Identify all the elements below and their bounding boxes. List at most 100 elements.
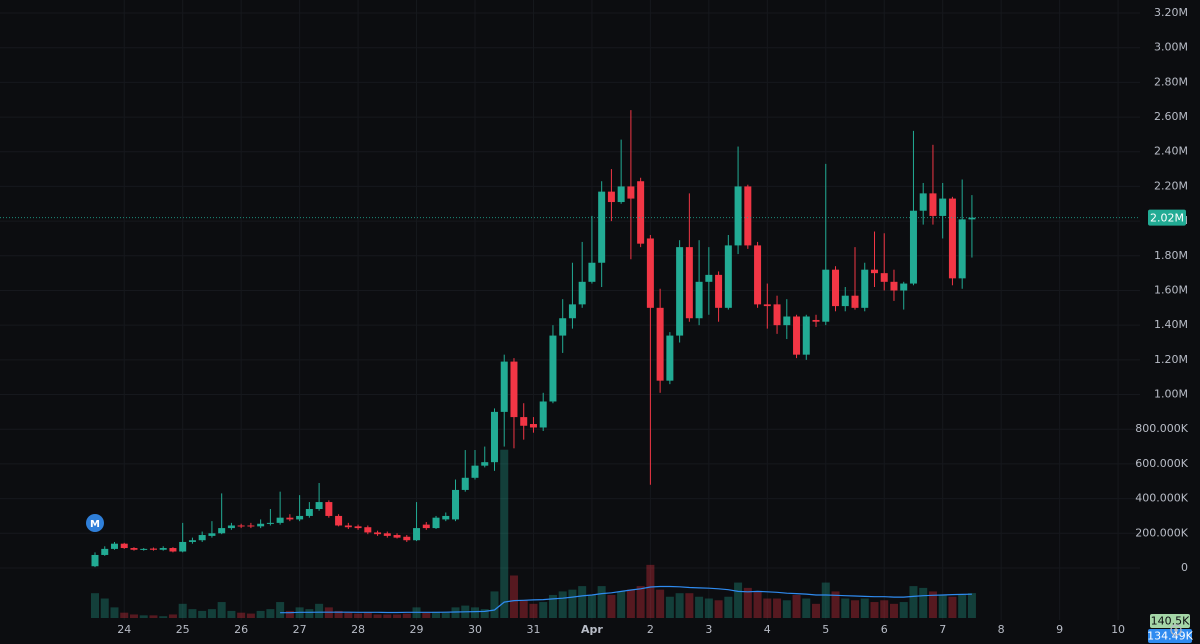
volume-bar	[227, 610, 236, 618]
volume-bar	[587, 594, 596, 618]
volume-bar	[120, 612, 129, 618]
volume-bar	[393, 614, 402, 618]
x-tick-label: 28	[351, 623, 365, 636]
candle-body	[247, 525, 255, 527]
candle-body	[734, 186, 742, 246]
volume-bar	[373, 614, 382, 618]
y-tick-label: 1.60M	[1154, 283, 1188, 296]
candle-body	[929, 193, 937, 216]
volume-bar	[656, 589, 665, 618]
candle-body	[101, 548, 109, 555]
volume-bar	[207, 609, 216, 618]
candle-body	[851, 295, 859, 308]
candle-body	[149, 548, 157, 550]
x-tick-label: 26	[234, 623, 248, 636]
candle-body	[403, 536, 411, 541]
volume-bar	[334, 610, 343, 618]
volume-bar	[928, 591, 937, 618]
candle-body	[422, 524, 430, 529]
candle-body	[490, 411, 498, 463]
volume-bar	[139, 615, 148, 618]
candle-body	[305, 509, 313, 516]
volume-bar	[578, 586, 587, 618]
volume-bar	[480, 609, 489, 618]
candle-body	[130, 548, 138, 550]
volume-bar	[889, 603, 898, 618]
y-tick-label: 3.00M	[1154, 41, 1188, 54]
x-tick-label: 4	[764, 623, 771, 636]
candle-body	[822, 269, 830, 322]
volume-bar	[899, 602, 908, 618]
candle-body	[812, 319, 820, 322]
volume-bar	[91, 593, 99, 618]
volume-bar	[354, 613, 363, 618]
volume-tag-label: 140.5K	[1151, 615, 1190, 628]
x-tick-label: 31	[526, 623, 540, 636]
volume-bar	[675, 593, 684, 618]
x-tick-label: 6	[881, 623, 888, 636]
candle-body	[286, 517, 294, 520]
candle-body	[315, 502, 323, 510]
candle-body	[471, 465, 479, 478]
candle-body	[296, 515, 304, 520]
volume-bar	[217, 602, 226, 618]
settings-icon[interactable]	[1170, 624, 1182, 636]
candle-body	[198, 535, 206, 541]
x-tick-label: 10	[1111, 623, 1125, 636]
volume-bar	[246, 613, 255, 618]
candle-body	[773, 304, 781, 326]
volume-bar	[626, 589, 635, 618]
volume-bar	[402, 613, 411, 618]
y-tick-label: 600.000K	[1135, 457, 1188, 470]
volume-ma-line	[280, 585, 972, 614]
volume-bar	[305, 609, 314, 618]
candle-body	[452, 489, 460, 520]
candle-body	[598, 191, 606, 263]
candle-body	[500, 361, 508, 412]
volume-bar	[539, 602, 548, 618]
y-tick-label: 1.40M	[1154, 318, 1188, 331]
candle-body	[607, 191, 615, 203]
volume-bar	[773, 598, 782, 618]
volume-bar	[315, 603, 324, 618]
candle-body	[695, 281, 703, 319]
candle-body	[188, 540, 196, 542]
volume-bar	[685, 593, 694, 618]
x-tick-label: 24	[117, 623, 131, 636]
x-tick-label: 27	[293, 623, 307, 636]
candle-body	[218, 528, 226, 534]
candle-body	[529, 424, 537, 428]
candle-body	[335, 515, 343, 526]
candle-body	[559, 318, 567, 336]
y-tick-label: 800.000K	[1135, 422, 1188, 435]
x-tick-label: 25	[176, 623, 190, 636]
candle-body	[793, 316, 801, 355]
candle-body	[539, 401, 547, 428]
volume-bar	[490, 591, 499, 618]
candle-body	[939, 198, 947, 216]
candle-body	[754, 245, 762, 305]
x-tick-label: 2	[647, 623, 654, 636]
volume-bar	[646, 564, 655, 618]
volume-bar	[344, 612, 353, 618]
candle-body	[461, 477, 469, 490]
volume-bar	[178, 603, 187, 618]
volume-bar	[558, 591, 567, 618]
volume-bar	[714, 600, 723, 618]
candle-body	[208, 533, 216, 536]
volume-bar	[432, 611, 441, 618]
candle-body	[880, 273, 888, 282]
volume-bar	[198, 610, 207, 618]
settings-gear[interactable]	[1170, 624, 1182, 636]
last-price-tag	[1148, 209, 1186, 226]
candle-body	[276, 517, 284, 523]
y-tick-label: 1.00M	[1154, 388, 1188, 401]
event-marker[interactable]	[86, 514, 104, 532]
y-tick-label: 2.80M	[1154, 75, 1188, 88]
volume-bar	[607, 594, 616, 618]
candle-body	[578, 281, 586, 305]
y-tick-label: 3.20M	[1154, 6, 1188, 19]
volume-bar	[519, 600, 528, 618]
